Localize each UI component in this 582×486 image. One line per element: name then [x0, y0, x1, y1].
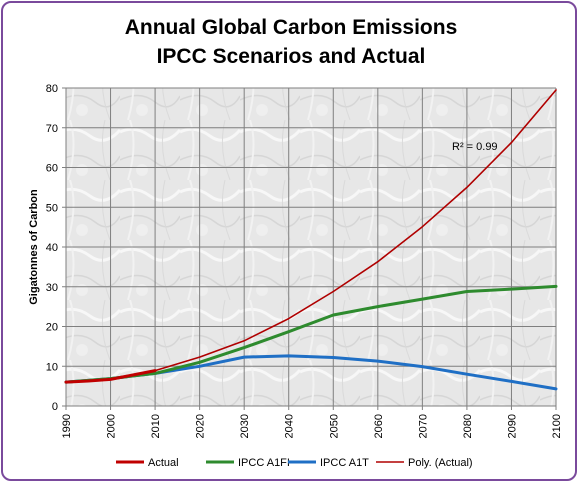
x-tick-label: 2060 [373, 414, 385, 438]
x-tick-label: 1990 [61, 414, 73, 438]
x-tick-label: 2020 [195, 414, 207, 438]
y-tick-label: 40 [46, 242, 58, 254]
x-tick-label: 2040 [284, 414, 296, 438]
chart-title: Annual Global Carbon Emissions [124, 16, 458, 39]
y-tick-label: 60 [46, 163, 58, 175]
y-axis-label: Gigatonnes of Carbon [28, 189, 40, 305]
y-tick-label: 50 [46, 202, 58, 214]
axes [62, 87, 557, 410]
series-line-actual [64, 369, 157, 384]
x-tick-label: 2030 [239, 414, 251, 438]
y-tick-label: 70 [46, 123, 58, 135]
legend-label: IPCC A1T [320, 457, 369, 469]
y-tick-label: 80 [46, 83, 58, 95]
series-line-ipcc-a1fi [64, 284, 558, 384]
x-tick-label: 2050 [328, 414, 340, 438]
x-tick-label: 2000 [106, 414, 118, 438]
legend-label: Actual [148, 457, 179, 469]
legend: Actual IPCC A1FI IPCC A1T Poly. (Actual) [116, 457, 473, 469]
x-tick-label: 2070 [417, 414, 429, 438]
chart-subtitle: IPCC Scenarios and Actual [156, 45, 426, 68]
y-tick-label: 0 [52, 401, 58, 413]
y-tick-label: 30 [46, 282, 58, 294]
legend-label: IPCC A1FI [238, 457, 290, 469]
y-tick-label: 10 [46, 361, 58, 373]
x-tick-label: 2090 [506, 414, 518, 438]
x-tick-label: 2080 [462, 414, 474, 438]
x-tick-label: 2010 [150, 414, 162, 438]
series-lines [64, 89, 558, 391]
r-squared-annotation: R² = 0.99 [452, 141, 498, 153]
legend-label: Poly. (Actual) [408, 457, 473, 469]
x-tick-label: 2100 [551, 414, 563, 438]
y-tick-label: 20 [46, 322, 58, 334]
